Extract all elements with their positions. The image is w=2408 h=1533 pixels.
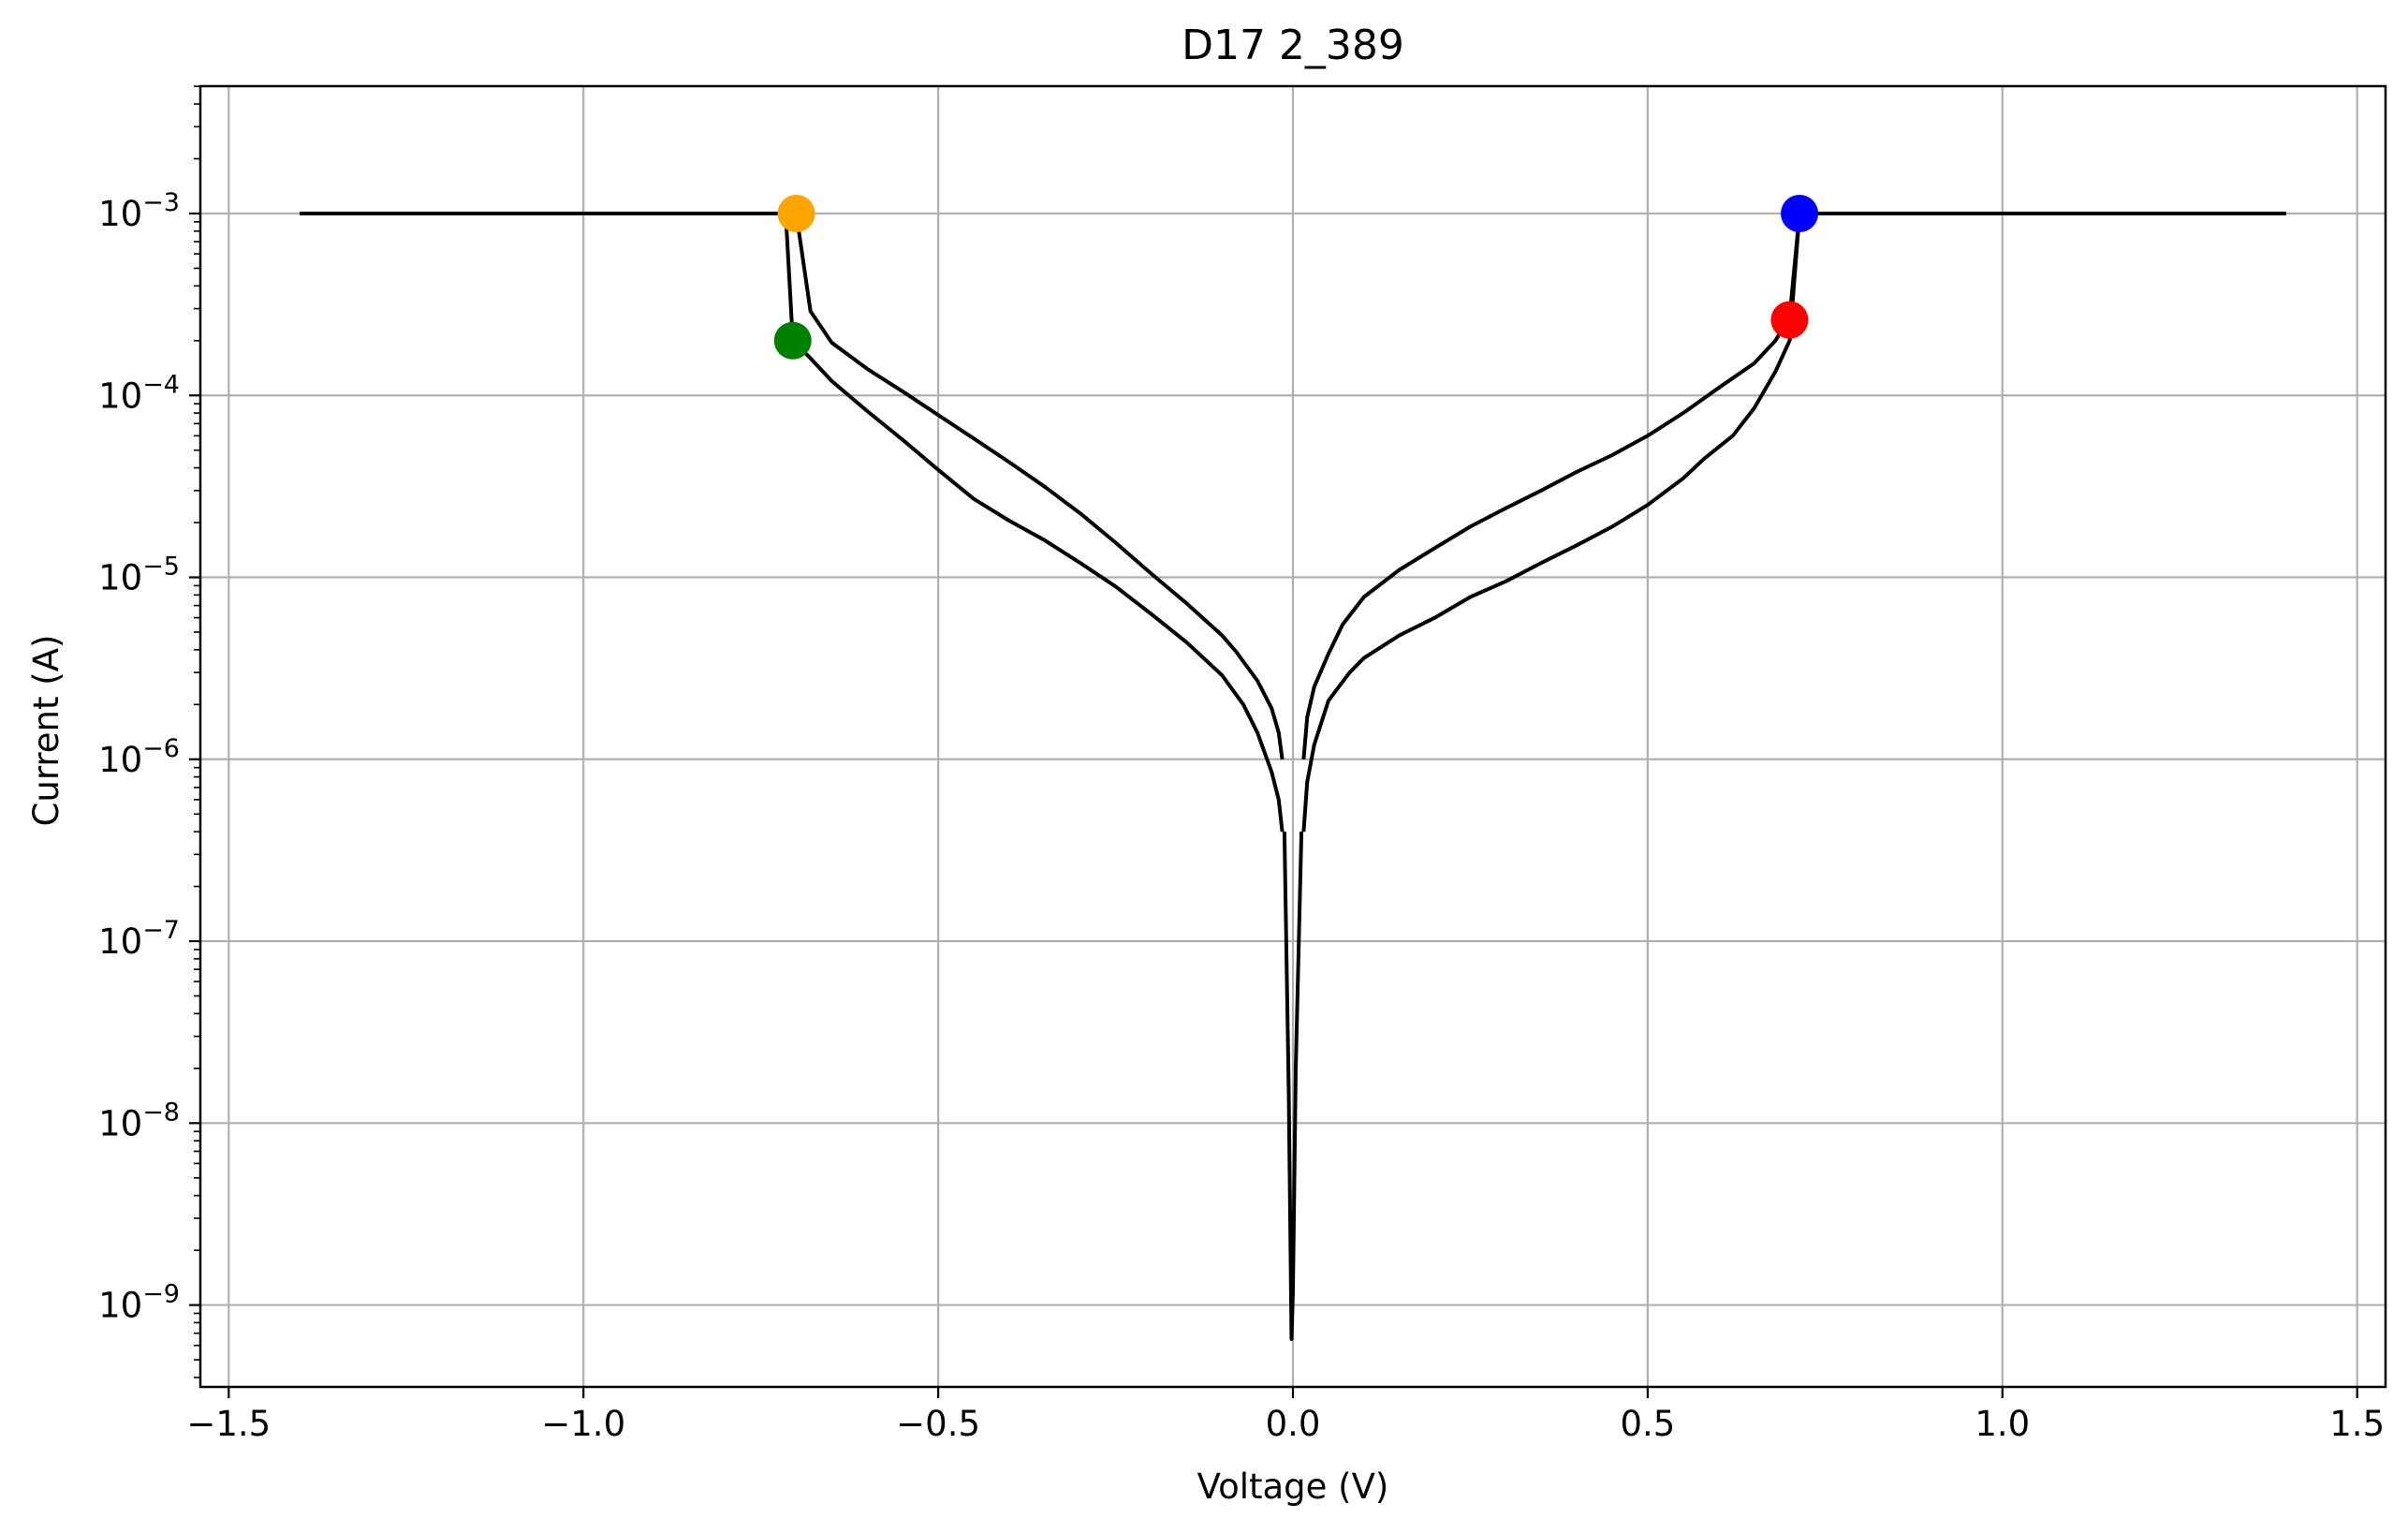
x-tick-label: 0.5 [1620,1404,1675,1444]
y-axis-label: Current (A) [26,635,66,827]
x-tick-label: −1.5 [186,1404,271,1444]
y-tick-label-exponent: −5 [142,553,180,582]
x-axis-label: Voltage (V) [1197,1467,1389,1507]
y-tick-label-base: 10 [98,1286,142,1326]
x-tick-label: −1.0 [541,1404,625,1444]
y-tick-label-exponent: −8 [142,1098,180,1127]
data-marker-0 [1781,194,1819,232]
y-tick-label-base: 10 [98,921,142,962]
data-markers [773,194,1819,360]
y-tick-label: 10−8 [98,1098,180,1143]
y-tick-label-exponent: −9 [142,1280,180,1309]
y-tick-label-exponent: −4 [142,370,180,399]
chart-title: D17 2_389 [1182,22,1404,69]
y-tick-label-base: 10 [98,376,142,416]
x-tick-label: 0.0 [1266,1404,1321,1444]
x-tick-label: 1.5 [2329,1404,2385,1444]
series-line-2 [300,212,1285,833]
data-marker-1 [1770,301,1809,339]
y-tick-label-base: 10 [98,194,142,234]
series-line-1 [1301,213,1802,833]
y-tick-label: 10−7 [98,916,180,962]
data-marker-3 [773,321,812,360]
data-marker-2 [777,194,815,232]
y-tick-label-base: 10 [98,740,142,780]
y-tick-label-base: 10 [98,558,142,598]
axis-ticks: −1.5 −1.0 −0.5 0.0 0.5 1.0 1.510−310−410−510−6… [98,85,2385,1444]
x-tick-label: −0.5 [896,1404,980,1444]
y-tick-label: 10−6 [98,734,180,780]
y-tick-label: 10−3 [98,188,180,234]
y-tick-label-exponent: −6 [142,734,180,763]
y-tick-label: 10−4 [98,370,180,416]
x-tick-label: 1.0 [1975,1404,2030,1444]
y-tick-label-base: 10 [98,1103,142,1143]
y-tick-label: 10−9 [98,1280,180,1326]
y-tick-label-exponent: −3 [142,188,180,217]
y-tick-label: 10−5 [98,553,180,598]
series-line-4 [1282,832,1304,1341]
y-tick-label-exponent: −7 [142,916,180,945]
series-line-3 [794,213,1285,760]
